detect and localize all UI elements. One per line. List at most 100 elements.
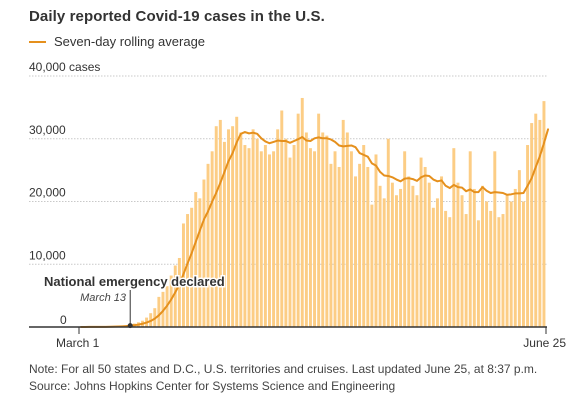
- bar: [489, 210, 493, 327]
- bar: [349, 151, 353, 327]
- bar: [440, 176, 444, 327]
- bar: [231, 126, 235, 327]
- legend-label: Seven-day rolling average: [54, 34, 206, 49]
- bar: [538, 119, 542, 327]
- bar: [206, 163, 210, 327]
- rolling-average-line: [80, 128, 550, 328]
- y-tick-label: 10,000: [29, 248, 66, 262]
- bar: [186, 214, 190, 327]
- bar: [509, 201, 513, 327]
- bar-series: [79, 97, 546, 328]
- bar: [354, 176, 357, 327]
- bar: [411, 185, 415, 327]
- bar: [235, 116, 239, 327]
- bar: [378, 185, 382, 327]
- bar: [427, 182, 431, 327]
- bar: [247, 148, 251, 327]
- bar: [448, 217, 452, 327]
- y-axis-labels: 0 10,000 20,000 30,000 40,000 cases: [29, 60, 100, 327]
- bar: [222, 141, 226, 327]
- bar: [296, 113, 300, 328]
- bar: [276, 129, 280, 327]
- bar: [444, 210, 448, 327]
- bar: [214, 126, 218, 327]
- x-axis: March 1 June 25: [29, 326, 566, 350]
- gridlines: [29, 75, 547, 265]
- bar: [481, 185, 484, 327]
- bar: [407, 176, 411, 327]
- bar: [530, 123, 534, 327]
- bar: [345, 132, 349, 327]
- chart-area: 0 10,000 20,000 30,000 40,000 cases National…: [29, 60, 566, 350]
- legend: Seven-day rolling average: [29, 34, 205, 49]
- bar: [190, 207, 194, 327]
- bar: [370, 204, 374, 327]
- y-tick-label: 40,000 cases: [29, 60, 100, 74]
- bar: [272, 151, 276, 327]
- bar: [198, 198, 202, 327]
- bar: [415, 195, 419, 327]
- bar: [321, 132, 325, 327]
- bar: [390, 182, 394, 327]
- bar: [456, 182, 460, 327]
- bar: [497, 217, 501, 327]
- bar: [452, 148, 456, 327]
- bar: [300, 97, 304, 328]
- bar: [382, 198, 386, 327]
- bar: [517, 170, 521, 327]
- bar: [501, 214, 505, 327]
- annotation-label: National emergency declared: [44, 274, 225, 289]
- bar: [460, 195, 464, 327]
- bar: [243, 145, 247, 327]
- bar: [476, 220, 480, 327]
- x-end-label: June 25: [523, 336, 566, 350]
- bar: [288, 157, 292, 327]
- bar: [362, 145, 366, 327]
- bar: [194, 192, 198, 327]
- bar: [259, 151, 263, 327]
- annotation-date: March 13: [80, 292, 127, 304]
- bar: [374, 154, 378, 327]
- bar: [255, 138, 259, 327]
- bar: [304, 132, 308, 327]
- bar: [505, 195, 509, 327]
- note-text: Note: For all 50 states and D.C., U.S. t…: [29, 362, 538, 376]
- bar: [337, 166, 341, 327]
- bar: [325, 135, 329, 327]
- bar: [464, 214, 468, 327]
- y-tick-label: 30,000: [29, 123, 66, 137]
- bar: [308, 148, 312, 327]
- bar: [210, 151, 214, 327]
- bar: [472, 188, 476, 327]
- bar: [358, 163, 362, 327]
- bar: [419, 157, 423, 327]
- bar: [526, 145, 530, 327]
- bar: [263, 145, 267, 327]
- bar: [542, 101, 546, 327]
- bar: [341, 119, 345, 327]
- bar: [366, 166, 370, 327]
- legend-line-swatch: [29, 40, 46, 43]
- chart-title: Daily reported Covid-19 cases in the U.S…: [29, 8, 325, 25]
- y-tick-label: 20,000: [29, 186, 66, 200]
- chart-notes: Note: For all 50 states and D.C., U.S. t…: [29, 361, 537, 395]
- bar: [202, 179, 206, 327]
- bar: [218, 119, 222, 327]
- bar: [268, 154, 271, 327]
- bar: [534, 113, 538, 328]
- bar: [468, 151, 472, 327]
- bar: [313, 151, 317, 327]
- bar: [431, 207, 435, 327]
- bar: [251, 129, 255, 327]
- bar: [173, 265, 177, 327]
- bar: [284, 138, 288, 327]
- bar: [521, 201, 525, 327]
- bar: [435, 198, 439, 327]
- bar: [493, 151, 497, 327]
- bar: [403, 151, 407, 327]
- bar: [292, 145, 296, 327]
- source-text: Source: Johns Hopkins Center for Systems…: [29, 379, 396, 393]
- bar: [317, 113, 321, 328]
- bar: [177, 257, 181, 327]
- bar: [399, 188, 403, 327]
